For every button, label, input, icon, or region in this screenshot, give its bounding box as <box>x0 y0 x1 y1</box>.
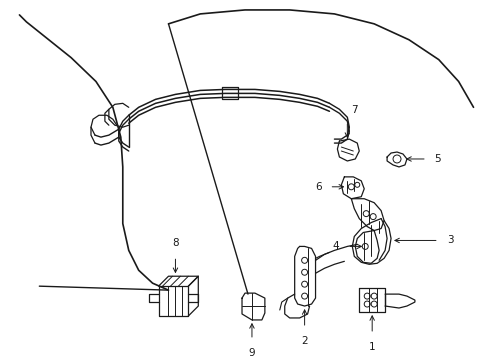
Text: 8: 8 <box>172 238 179 248</box>
Text: 6: 6 <box>314 182 321 192</box>
Text: 4: 4 <box>332 242 339 251</box>
Text: 1: 1 <box>368 342 375 352</box>
Text: 3: 3 <box>446 235 452 246</box>
Text: 7: 7 <box>350 105 357 115</box>
Text: 2: 2 <box>301 336 307 346</box>
Text: 9: 9 <box>248 348 255 358</box>
Text: 5: 5 <box>433 154 440 164</box>
